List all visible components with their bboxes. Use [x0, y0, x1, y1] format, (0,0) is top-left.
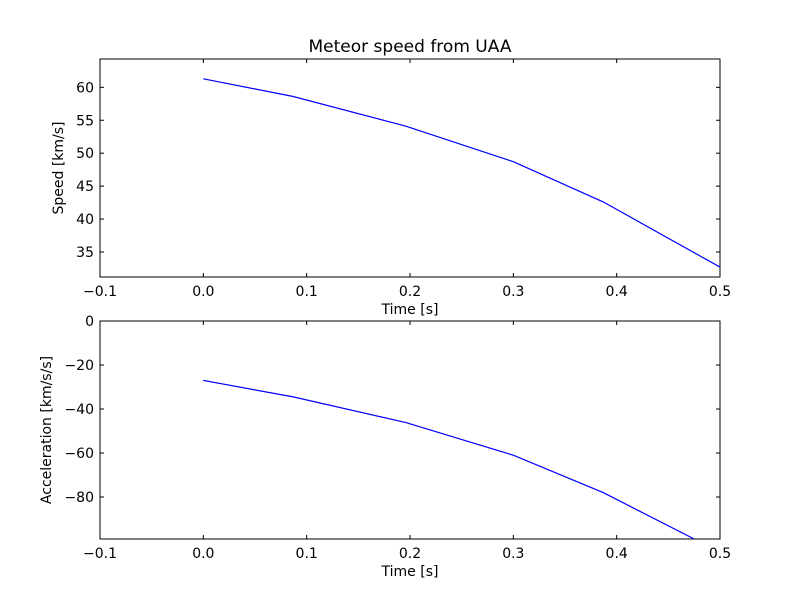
chart1-plot-frame	[99, 58, 721, 278]
chart1-xtick-label: 0.4	[606, 284, 628, 300]
chart2-xtick-label: 0.5	[709, 546, 731, 562]
chart2-xtick-label: 0.2	[399, 546, 421, 562]
chart1-ytick-label: 45	[76, 179, 94, 195]
chart2-xtick-label: 0.4	[606, 546, 628, 562]
chart2-ytick-label: 0	[85, 314, 94, 330]
chart1-xtick-label: 0.1	[296, 284, 318, 300]
chart1-xtick-label: 0.3	[502, 284, 524, 300]
chart1-ylabel: Speed [km/s]	[51, 121, 67, 214]
chart2-ytick-label: −40	[64, 402, 94, 418]
chart1-series-line-1	[203, 78, 720, 268]
chart2-ytick-label: −20	[64, 358, 94, 374]
chart1-xtick-label: 0.0	[192, 284, 214, 300]
chart2-xtick-label: 0.3	[502, 546, 524, 562]
chart1-xlabel: Time [s]	[381, 302, 439, 318]
chart1-ytick-label: 35	[76, 245, 94, 261]
chart1-ytick-label: 50	[76, 146, 94, 162]
chart1-ytick-label: 60	[76, 80, 94, 96]
chart2-xtick-label: 0.1	[296, 546, 318, 562]
chart1-title: Meteor speed from UAA	[309, 37, 512, 57]
chart2-xtick-label: 0.0	[192, 546, 214, 562]
chart2-xtick-label: −0.1	[83, 546, 117, 562]
chart2-ylabel: Acceleration [km/s/s]	[39, 356, 55, 504]
chart2-series-line-1	[203, 379, 695, 539]
chart1-xtick-label: 0.5	[709, 284, 731, 300]
chart2-ytick-label: −60	[64, 446, 94, 462]
chart1-ytick-label: 40	[76, 212, 94, 228]
chart1-xtick-label: 0.2	[399, 284, 421, 300]
chart2-xlabel: Time [s]	[381, 564, 439, 580]
chart1-ytick-label: 55	[76, 113, 94, 129]
chart1-xtick-label: −0.1	[83, 284, 117, 300]
chart2-plot-frame	[99, 320, 721, 540]
chart2-ytick-label: −80	[64, 490, 94, 506]
